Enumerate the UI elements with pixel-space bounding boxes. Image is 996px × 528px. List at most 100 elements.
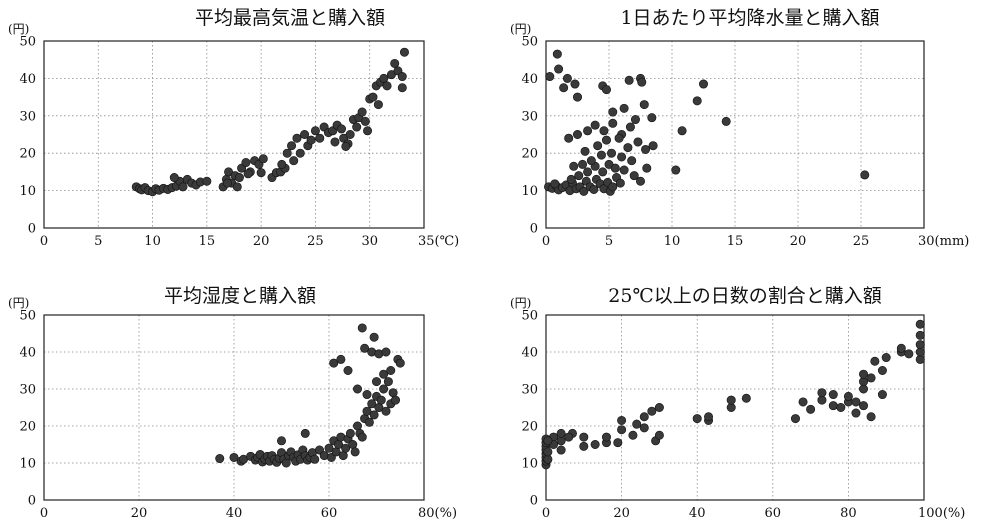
y-tick-label: 20 — [521, 420, 538, 435]
data-point — [915, 319, 925, 329]
data-point — [637, 77, 647, 87]
data-point — [234, 173, 244, 183]
data-point — [357, 323, 367, 333]
data-point — [583, 167, 593, 177]
x-tick-label: 20 — [253, 234, 270, 249]
data-point — [256, 168, 266, 178]
y-tick-label: 40 — [521, 346, 538, 361]
data-point — [243, 169, 253, 179]
data-point — [639, 423, 649, 433]
chart-title: 平均湿度と購入額 — [164, 285, 316, 307]
data-point — [169, 173, 179, 183]
data-point — [741, 393, 751, 403]
data-point — [896, 343, 906, 353]
data-point — [295, 148, 305, 158]
data-point — [601, 432, 611, 442]
data-point — [258, 154, 268, 164]
x-tick-label: 0 — [542, 506, 550, 521]
data-point — [578, 159, 588, 169]
data-point — [282, 148, 292, 158]
data-point — [336, 354, 346, 364]
data-point — [635, 176, 645, 186]
y-tick-label: 0 — [530, 222, 538, 237]
data-point — [178, 182, 188, 192]
data-point — [617, 152, 627, 162]
y-axis-unit: (円) — [510, 22, 531, 36]
plot-frame — [545, 314, 925, 501]
data-point — [806, 404, 816, 414]
data-point — [704, 412, 714, 422]
x-tick-label: 40 — [226, 506, 243, 521]
data-point — [628, 430, 638, 440]
data-point — [300, 428, 310, 438]
x-tick-label: 0 — [542, 234, 550, 249]
x-tick-label: 35(℃) — [418, 234, 459, 249]
x-tick-label: 5 — [605, 234, 613, 249]
data-point — [836, 402, 846, 412]
data-point — [617, 415, 627, 425]
data-point — [627, 156, 637, 166]
chart-title: 1日あたり平均降水量と購入額 — [620, 7, 879, 29]
y-tick-label: 0 — [28, 222, 36, 237]
data-point — [641, 144, 651, 154]
data-point — [379, 384, 389, 394]
x-tick-label: 10 — [144, 234, 161, 249]
y-tick-label: 30 — [521, 109, 538, 124]
data-point — [341, 443, 351, 453]
data-point — [570, 79, 580, 89]
data-point — [915, 330, 925, 340]
data-point — [373, 100, 383, 110]
data-point — [390, 58, 400, 68]
data-point — [357, 107, 367, 117]
chart-title: 25℃以上の日数の割合と購入額 — [608, 285, 881, 307]
data-point — [579, 432, 589, 442]
data-point — [607, 148, 617, 158]
data-point — [390, 395, 400, 405]
data-point — [877, 390, 887, 400]
x-tick-label: 15 — [199, 234, 216, 249]
data-point — [543, 447, 553, 457]
data-point — [639, 412, 649, 422]
data-point — [629, 171, 639, 181]
y-tick-label: 10 — [521, 184, 538, 199]
y-tick-label: 20 — [521, 147, 538, 162]
data-point — [564, 133, 574, 143]
data-point — [562, 73, 572, 83]
data-point — [363, 126, 373, 136]
x-tick-label: 5 — [94, 234, 102, 249]
data-point — [608, 107, 618, 117]
data-point — [601, 85, 611, 95]
data-point — [599, 126, 609, 136]
x-tick-label: 80 — [840, 506, 857, 521]
y-tick-label: 50 — [521, 35, 538, 50]
data-point — [586, 156, 596, 166]
data-point — [877, 365, 887, 375]
data-point — [379, 73, 389, 83]
x-tick-label: 0 — [40, 234, 48, 249]
data-point — [559, 83, 569, 93]
y-tick-label: 40 — [19, 346, 36, 361]
data-point — [614, 133, 624, 143]
data-point — [625, 122, 635, 132]
data-point — [608, 182, 618, 192]
data-point — [368, 92, 378, 102]
data-point — [330, 137, 340, 147]
data-point — [306, 135, 316, 145]
data-point — [692, 414, 702, 424]
data-point — [619, 165, 629, 175]
data-point — [915, 340, 925, 350]
x-tick-label: 20 — [613, 506, 630, 521]
data-point — [202, 176, 212, 186]
y-tick-label: 40 — [521, 72, 538, 87]
data-point — [633, 137, 643, 147]
data-point — [881, 353, 891, 363]
data-point — [692, 96, 702, 106]
data-point — [671, 165, 681, 175]
x-tick-label: 15 — [727, 234, 744, 249]
data-point — [343, 365, 353, 375]
data-point — [639, 100, 649, 110]
data-point — [608, 118, 618, 128]
data-point — [698, 79, 708, 89]
data-point — [579, 441, 589, 451]
